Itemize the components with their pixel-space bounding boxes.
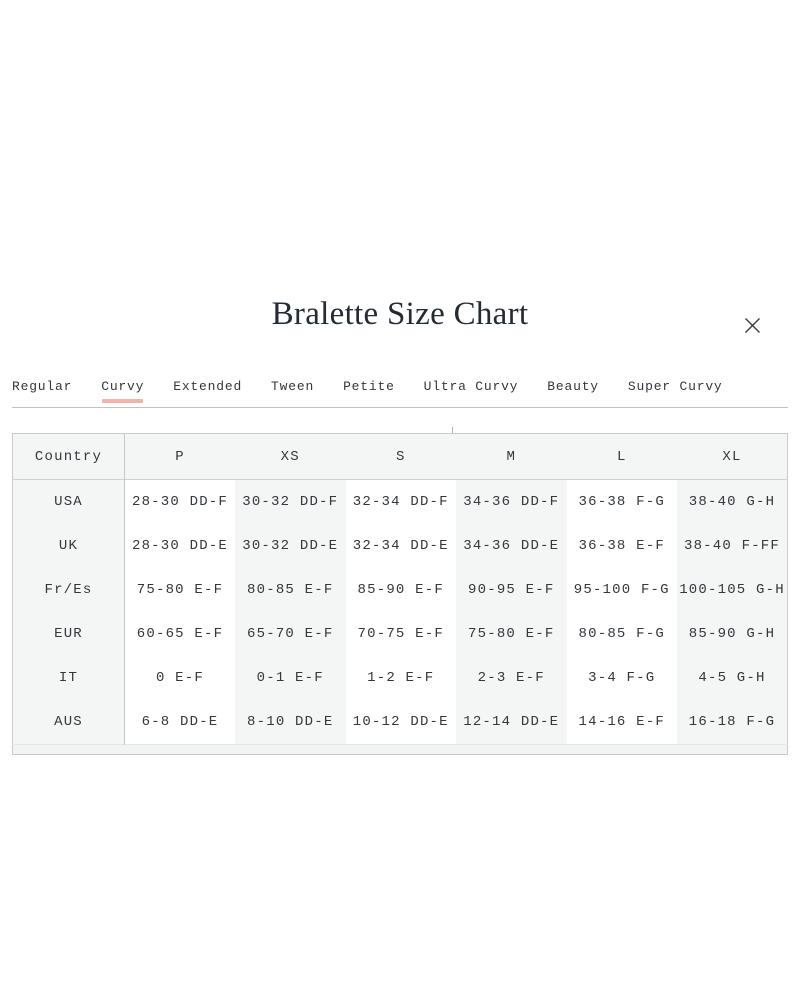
size-cell: 12-14 DD-E (456, 700, 567, 745)
size-cell: 65-70 E-F (235, 612, 346, 656)
table-row: UK 28-30 DD-E 30-32 DD-E 32-34 DD-E 34-36 DD… (12, 524, 788, 568)
size-cell: 34-36 DD-F (456, 479, 567, 524)
tab-label: Petite (343, 379, 395, 394)
tab-label: Ultra Curvy (423, 379, 519, 394)
tab-tween[interactable]: Tween (271, 379, 314, 404)
size-cell: 70-75 E-F (345, 612, 456, 656)
size-cell: 85-90 G-H (677, 612, 788, 656)
tab-label: Super Curvy (627, 379, 723, 394)
size-cell: 30-32 DD-F (235, 479, 346, 524)
size-category-tabs: Regular Curvy Extended Tween Petite Ultra Cur… (12, 379, 788, 404)
tab-ultra-curvy[interactable]: Ultra Curvy (424, 379, 519, 404)
size-cell: 2-3 E-F (456, 656, 567, 700)
size-cell: 100-105 G-H (677, 568, 788, 612)
size-cell: 3-4 F-G (566, 656, 677, 700)
size-cell: 14-16 E-F (566, 700, 677, 745)
size-cell: 4-5 G-H (677, 656, 788, 700)
size-cell: 36-38 F-G (566, 479, 677, 524)
column-divider-tick (452, 427, 453, 433)
table-bottom-strip-cell (12, 744, 788, 755)
table-row: Fr/Es 75-80 E-F 80-85 E-F 85-90 E-F 90-95 E-… (12, 568, 788, 612)
size-cell: 32-34 DD-E (345, 524, 456, 568)
column-header-l: L (566, 433, 677, 480)
size-cell: 75-80 E-F (124, 568, 235, 612)
active-tab-underline (102, 399, 144, 403)
country-cell: IT (12, 656, 125, 700)
tab-super-curvy[interactable]: Super Curvy (628, 379, 723, 404)
column-header-s: S (345, 433, 456, 480)
country-cell: Fr/Es (12, 568, 125, 612)
size-cell: 32-34 DD-F (345, 479, 456, 524)
modal-title: Bralette Size Chart (271, 296, 529, 332)
size-cell: 0-1 E-F (235, 656, 346, 700)
size-cell: 38-40 F-FF (677, 524, 788, 568)
size-cell: 36-38 E-F (566, 524, 677, 568)
size-cell: 80-85 E-F (235, 568, 346, 612)
size-cell: 90-95 E-F (456, 568, 567, 612)
column-header-country: Country (12, 433, 125, 480)
size-cell: 60-65 E-F (124, 612, 235, 656)
size-cell: 8-10 DD-E (235, 700, 346, 745)
size-cell: 16-18 F-G (677, 700, 788, 745)
table-row: IT 0 E-F 0-1 E-F 1-2 E-F 2-3 E-F 3-4 F-G 4-5 G… (12, 656, 788, 700)
tab-label: Curvy (101, 379, 145, 394)
column-header-p: P (124, 433, 235, 480)
size-cell: 34-36 DD-E (456, 524, 567, 568)
size-cell: 10-12 DD-E (345, 700, 456, 745)
table-bottom-strip (12, 744, 788, 755)
size-cell: 1-2 E-F (345, 656, 456, 700)
size-cell: 38-40 G-H (677, 479, 788, 524)
country-cell: USA (12, 479, 125, 524)
size-cell: 28-30 DD-E (124, 524, 235, 568)
close-button[interactable] (741, 314, 763, 336)
size-cell: 80-85 F-G (566, 612, 677, 656)
size-cell: 0 E-F (124, 656, 235, 700)
tabs-divider (12, 407, 788, 408)
tab-label: Extended (173, 379, 243, 394)
size-chart-table: Country P XS S M L XL USA 28-30 DD-F 30-32 DD-F 32… (12, 433, 788, 755)
size-cell: 6-8 DD-E (124, 700, 235, 745)
size-cell: 28-30 DD-F (124, 479, 235, 524)
tab-curvy[interactable]: Curvy (101, 379, 144, 404)
table-row: USA 28-30 DD-F 30-32 DD-F 32-34 DD-F 34-36 D… (12, 479, 788, 524)
tab-label: Tween (271, 379, 315, 394)
tab-label: Regular (12, 379, 73, 394)
column-header-xl: XL (677, 433, 788, 480)
size-cell: 95-100 F-G (566, 568, 677, 612)
tab-beauty[interactable]: Beauty (547, 379, 599, 404)
table-row: EUR 60-65 E-F 65-70 E-F 70-75 E-F 75-80 E-F 8… (12, 612, 788, 656)
tab-petite[interactable]: Petite (343, 379, 395, 404)
tab-regular[interactable]: Regular (12, 379, 72, 404)
country-cell: UK (12, 524, 125, 568)
tab-extended[interactable]: Extended (173, 379, 242, 404)
table-header-row: Country P XS S M L XL (12, 433, 788, 480)
column-header-m: M (456, 433, 567, 480)
country-cell: AUS (12, 700, 125, 745)
tab-label: Beauty (547, 379, 599, 394)
size-cell: 75-80 E-F (456, 612, 567, 656)
country-cell: EUR (12, 612, 125, 656)
column-header-xs: XS (235, 433, 346, 480)
close-icon (744, 317, 761, 334)
size-cell: 30-32 DD-E (235, 524, 346, 568)
size-cell: 85-90 E-F (345, 568, 456, 612)
table-row: AUS 6-8 DD-E 8-10 DD-E 10-12 DD-E 12-14 DD-E… (12, 700, 788, 745)
